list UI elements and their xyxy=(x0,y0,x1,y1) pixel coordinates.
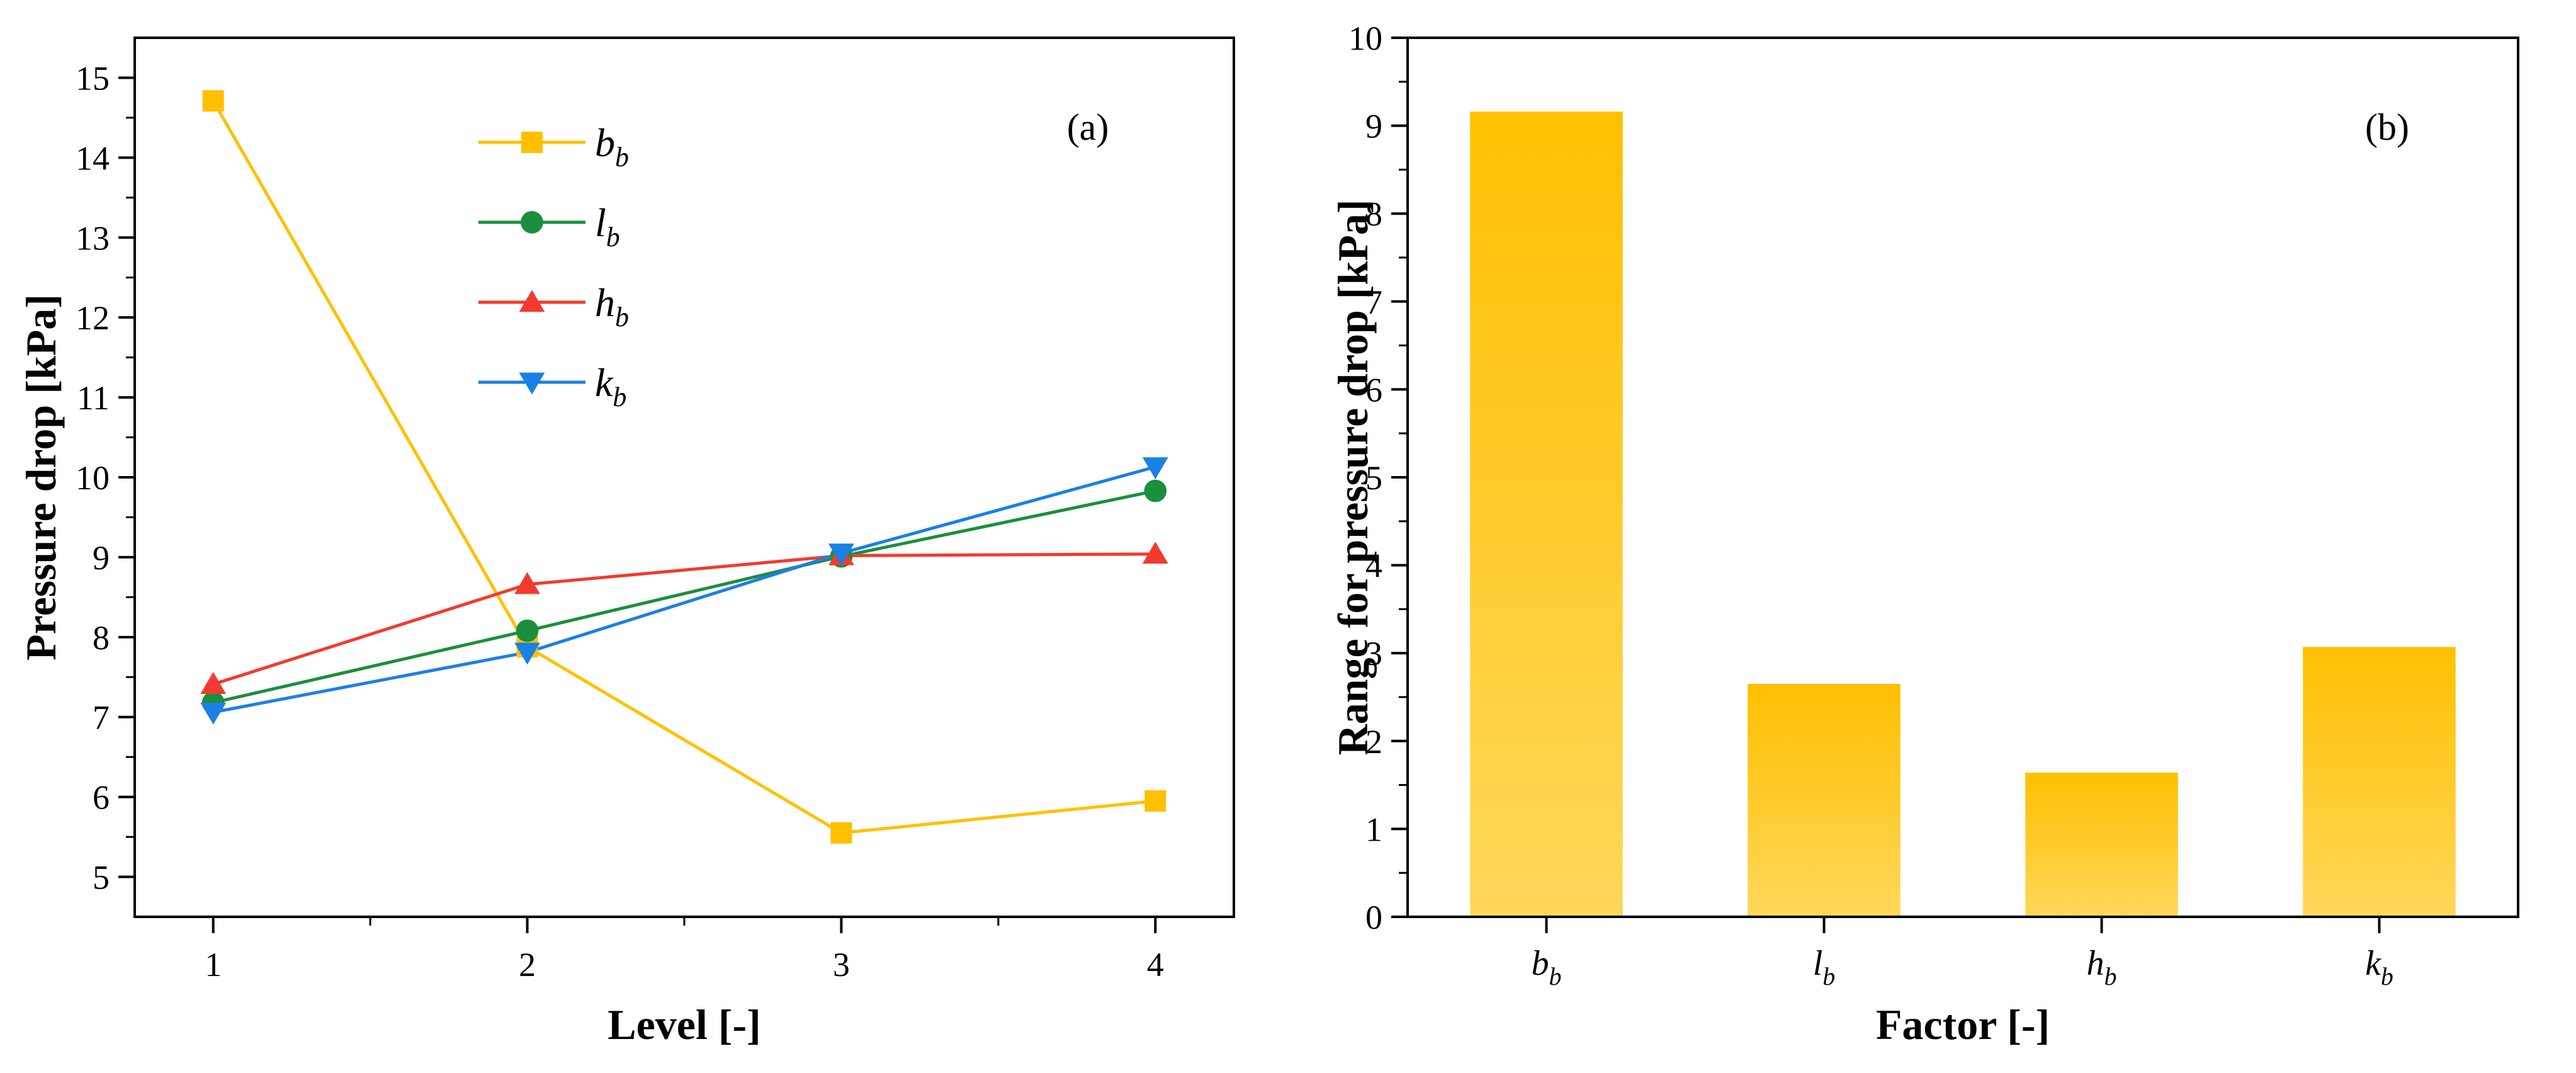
data-point-h xyxy=(1142,542,1168,564)
y-tick-label: 1 xyxy=(1365,810,1382,848)
x-axis-title: Factor [-] xyxy=(1876,1001,2050,1048)
panel-label-a: (a) xyxy=(1067,106,1109,148)
x-tick-label: 2 xyxy=(519,946,536,984)
legend-marker-k xyxy=(519,372,545,395)
bar-chart-panel: bb lb hb kb 0 1 2 3 4 5 6 7 8 9 10 (b) Factor [-] Ran… xyxy=(1329,20,2519,1048)
data-point-l xyxy=(1144,479,1167,502)
y-axis-title: Pressure drop [kPa] xyxy=(17,294,65,661)
x-tick-label: 4 xyxy=(1147,946,1164,984)
data-point-b xyxy=(830,822,852,844)
data-point-k xyxy=(514,642,540,665)
y-tick-label: 5 xyxy=(1365,459,1382,497)
x-tick-label: 1 xyxy=(205,946,222,984)
data-point-k xyxy=(1142,457,1168,480)
y-axis-title: Range for pressure drop [kPa] xyxy=(1329,200,1377,756)
series-line-l xyxy=(213,489,1156,705)
legend-marker-h xyxy=(519,290,545,312)
data-point-h xyxy=(514,572,540,594)
y-tick-label: 9 xyxy=(1365,108,1382,145)
x-tick-label-h: hb xyxy=(2087,944,2117,991)
bar-h xyxy=(2025,773,2178,917)
bar-k xyxy=(2303,647,2456,917)
y-tick-label: 3 xyxy=(1365,635,1382,673)
y-tick-label: 9 xyxy=(93,539,110,577)
y-tick-label: 13 xyxy=(76,219,110,257)
y-tick-label: 6 xyxy=(1365,371,1382,409)
y-tick-label: 12 xyxy=(76,299,110,337)
bar-l xyxy=(1748,684,1901,917)
data-point-b xyxy=(1144,790,1167,812)
y-tick-label: 4 xyxy=(1365,547,1382,585)
data-point-k xyxy=(828,543,854,566)
data-point-b xyxy=(202,90,224,112)
legend-marker-b xyxy=(521,132,543,153)
legend-label-l: lb xyxy=(595,200,620,253)
y-tick-label: 11 xyxy=(77,379,110,417)
x-axis-title: Level [-] xyxy=(607,1001,761,1048)
y-tick-label: 7 xyxy=(1365,283,1382,321)
series-line-k xyxy=(213,465,1156,714)
legend-label-h: hb xyxy=(595,280,629,332)
legend: bb lb hb kb xyxy=(478,120,629,412)
bar-b xyxy=(1470,111,1623,917)
y-tick-label: 8 xyxy=(1365,195,1382,233)
y-tick-label: 15 xyxy=(76,59,110,97)
y-tick-label: 5 xyxy=(93,859,110,897)
y-tick-label: 10 xyxy=(76,459,110,497)
data-point-l xyxy=(516,619,539,642)
y-tick-label: 0 xyxy=(1365,899,1382,936)
x-tick-label: 3 xyxy=(833,946,850,984)
series-line-b xyxy=(212,100,1156,835)
legend-label-b: bb xyxy=(595,120,629,173)
panel-label-b: (b) xyxy=(2365,106,2409,148)
series-line-h xyxy=(212,552,1156,686)
data-point-h xyxy=(200,672,227,694)
y-tick-label: 14 xyxy=(76,139,110,177)
y-tick-label: 2 xyxy=(1365,723,1382,761)
x-tick-label-k: kb xyxy=(2365,944,2393,991)
y-tick-label: 7 xyxy=(93,699,110,737)
y-tick-label: 8 xyxy=(93,619,110,657)
legend-marker-l xyxy=(521,211,543,234)
y-tick-label: 10 xyxy=(1348,20,1382,57)
data-point-k xyxy=(200,702,227,725)
plot-frame xyxy=(133,37,1235,918)
y-tick-label: 6 xyxy=(93,779,110,817)
x-tick-label-l: lb xyxy=(1813,944,1836,991)
legend-label-k: kb xyxy=(595,360,626,412)
x-tick-label-b: bb xyxy=(1532,944,1562,991)
